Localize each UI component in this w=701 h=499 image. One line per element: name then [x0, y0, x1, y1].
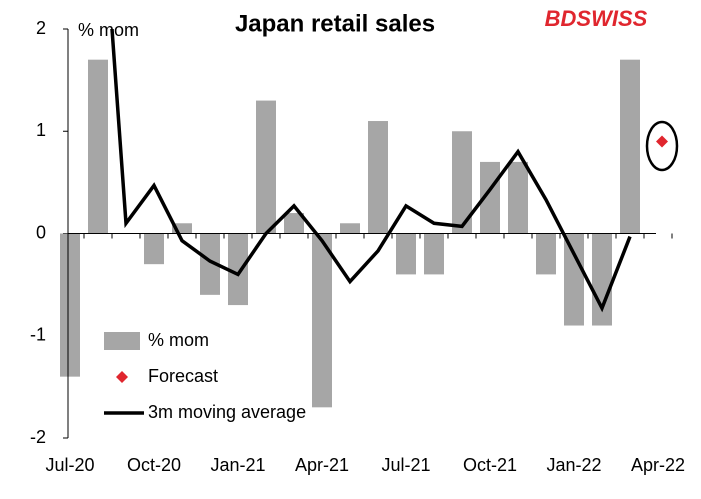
bar — [480, 161, 500, 234]
x-tick-label: Oct-20 — [127, 455, 181, 475]
bar — [256, 100, 276, 234]
bar — [312, 233, 332, 408]
y-tick-label: -1 — [30, 325, 46, 345]
bar — [592, 233, 612, 326]
bar — [88, 59, 108, 234]
bar — [284, 213, 304, 234]
x-tick-label: Jan-22 — [546, 455, 601, 475]
x-tick-label: Jul-20 — [45, 455, 94, 475]
legend-label: Forecast — [148, 366, 218, 386]
bar — [396, 233, 416, 275]
chart-title: Japan retail sales — [235, 10, 435, 37]
bar — [452, 131, 472, 234]
legend-label: % mom — [148, 330, 209, 350]
bar — [228, 233, 248, 306]
bar — [424, 233, 444, 275]
logo: BDSWISS — [545, 6, 648, 31]
bar — [508, 161, 528, 234]
y-tick-label: 0 — [36, 222, 46, 242]
forecast-highlight — [645, 120, 679, 172]
bar — [340, 223, 360, 234]
y-tick-label: 1 — [36, 120, 46, 140]
x-tick-label: Jan-21 — [210, 455, 265, 475]
bar — [172, 223, 192, 234]
line — [110, 29, 632, 313]
x-tick-label: Jul-21 — [381, 455, 430, 475]
x-tick-label: Apr-21 — [295, 455, 349, 475]
forecast-point — [656, 135, 668, 148]
y-axis-label: % mom — [78, 20, 139, 40]
x-tick-label: Apr-22 — [631, 455, 685, 475]
bar — [144, 233, 164, 265]
bar — [368, 121, 388, 234]
bar — [620, 59, 640, 234]
bar — [564, 233, 584, 326]
bar — [60, 233, 80, 377]
bar — [200, 233, 220, 295]
legend-label: 3m moving average — [148, 402, 306, 422]
y-tick-label: -2 — [30, 427, 46, 447]
legend-swatch — [116, 371, 128, 383]
x-tick-label: Oct-21 — [463, 455, 517, 475]
bar — [536, 233, 556, 275]
y-tick-label: 2 — [36, 18, 46, 38]
legend-swatch — [104, 332, 140, 350]
